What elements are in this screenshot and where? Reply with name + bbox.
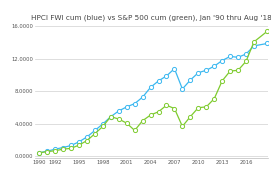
Title: HPCI FWI cum (blue) vs S&P 500 cum (green), Jan '90 thru Aug '18: HPCI FWI cum (blue) vs S&P 500 cum (gree… xyxy=(31,15,271,21)
